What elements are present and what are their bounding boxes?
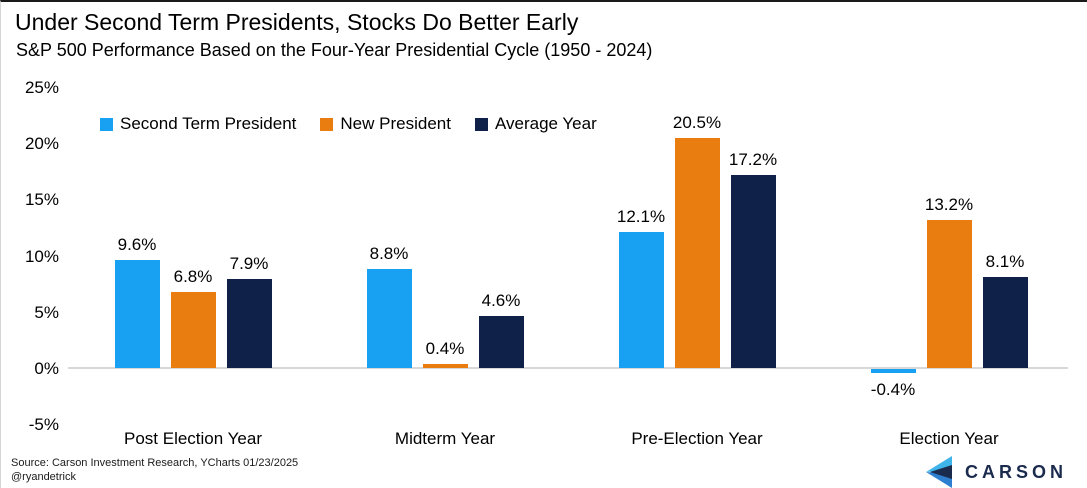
y-tick-label: 10% <box>24 246 59 266</box>
category-label: Midterm Year <box>394 429 496 448</box>
y-tick-label: -5% <box>28 415 59 435</box>
category-label: Election Year <box>899 429 999 448</box>
category-label: Pre-Election Year <box>631 429 763 448</box>
legend: Second Term President New President Averag… <box>100 114 597 134</box>
y-tick-label: 5% <box>34 302 59 322</box>
bar <box>674 137 720 368</box>
source-note: Source: Carson Investment Research, YCha… <box>11 456 298 484</box>
bar-value-label: 7.9% <box>229 254 269 274</box>
bar <box>114 260 160 368</box>
chart-title: Under Second Term Presidents, Stocks Do … <box>15 9 579 35</box>
bar-value-label: 8.8% <box>369 244 409 264</box>
bar-value-label: 12.1% <box>616 206 666 226</box>
bar-value-label: -0.4% <box>870 380 916 400</box>
bar-value-label: 8.1% <box>985 251 1025 271</box>
bar-value-label: 6.8% <box>173 266 213 286</box>
y-tick-label: 15% <box>24 190 59 210</box>
legend-item: Second Term President <box>100 114 296 134</box>
y-tick-label: 25% <box>24 78 59 97</box>
zero-gridline <box>68 367 1068 369</box>
legend-label: Second Term President <box>120 114 297 133</box>
chart-subtitle: S&P 500 Performance Based on the Four-Ye… <box>16 40 653 60</box>
legend-label: New President <box>340 114 451 133</box>
bar <box>982 276 1028 368</box>
bar <box>926 219 972 368</box>
legend-label: Average Year <box>494 114 597 133</box>
y-tick-label: 20% <box>24 134 59 154</box>
bar <box>422 363 468 368</box>
bar-value-label: 0.4% <box>425 338 465 358</box>
source-line: Source: Carson Investment Research, YCha… <box>11 457 299 469</box>
bar <box>730 174 776 368</box>
bar <box>870 369 916 374</box>
y-tick-label: 0% <box>34 359 59 378</box>
bar <box>366 269 412 368</box>
carson-chevron-icon <box>925 456 952 488</box>
legend-swatch <box>320 117 334 131</box>
bar-value-label: 20.5% <box>672 112 722 132</box>
category-label: Post Election Year <box>124 429 262 448</box>
legend-item: New President <box>320 114 451 134</box>
bar <box>478 316 524 368</box>
carson-logo: CARSON <box>924 456 1067 488</box>
legend-swatch <box>100 117 113 131</box>
bar-value-label: 9.6% <box>117 235 157 255</box>
bar-value-label: 4.6% <box>481 291 521 311</box>
bar <box>618 231 664 368</box>
legend-item: Average Year <box>474 114 597 134</box>
bar <box>170 291 216 368</box>
bar-value-label: 17.2% <box>728 149 778 169</box>
bar <box>226 279 272 368</box>
author-handle: @ryandetrick <box>11 471 76 483</box>
bar-value-label: 13.2% <box>924 194 974 214</box>
legend-swatch <box>474 117 488 131</box>
carson-logo-text: CARSON <box>964 462 1067 482</box>
